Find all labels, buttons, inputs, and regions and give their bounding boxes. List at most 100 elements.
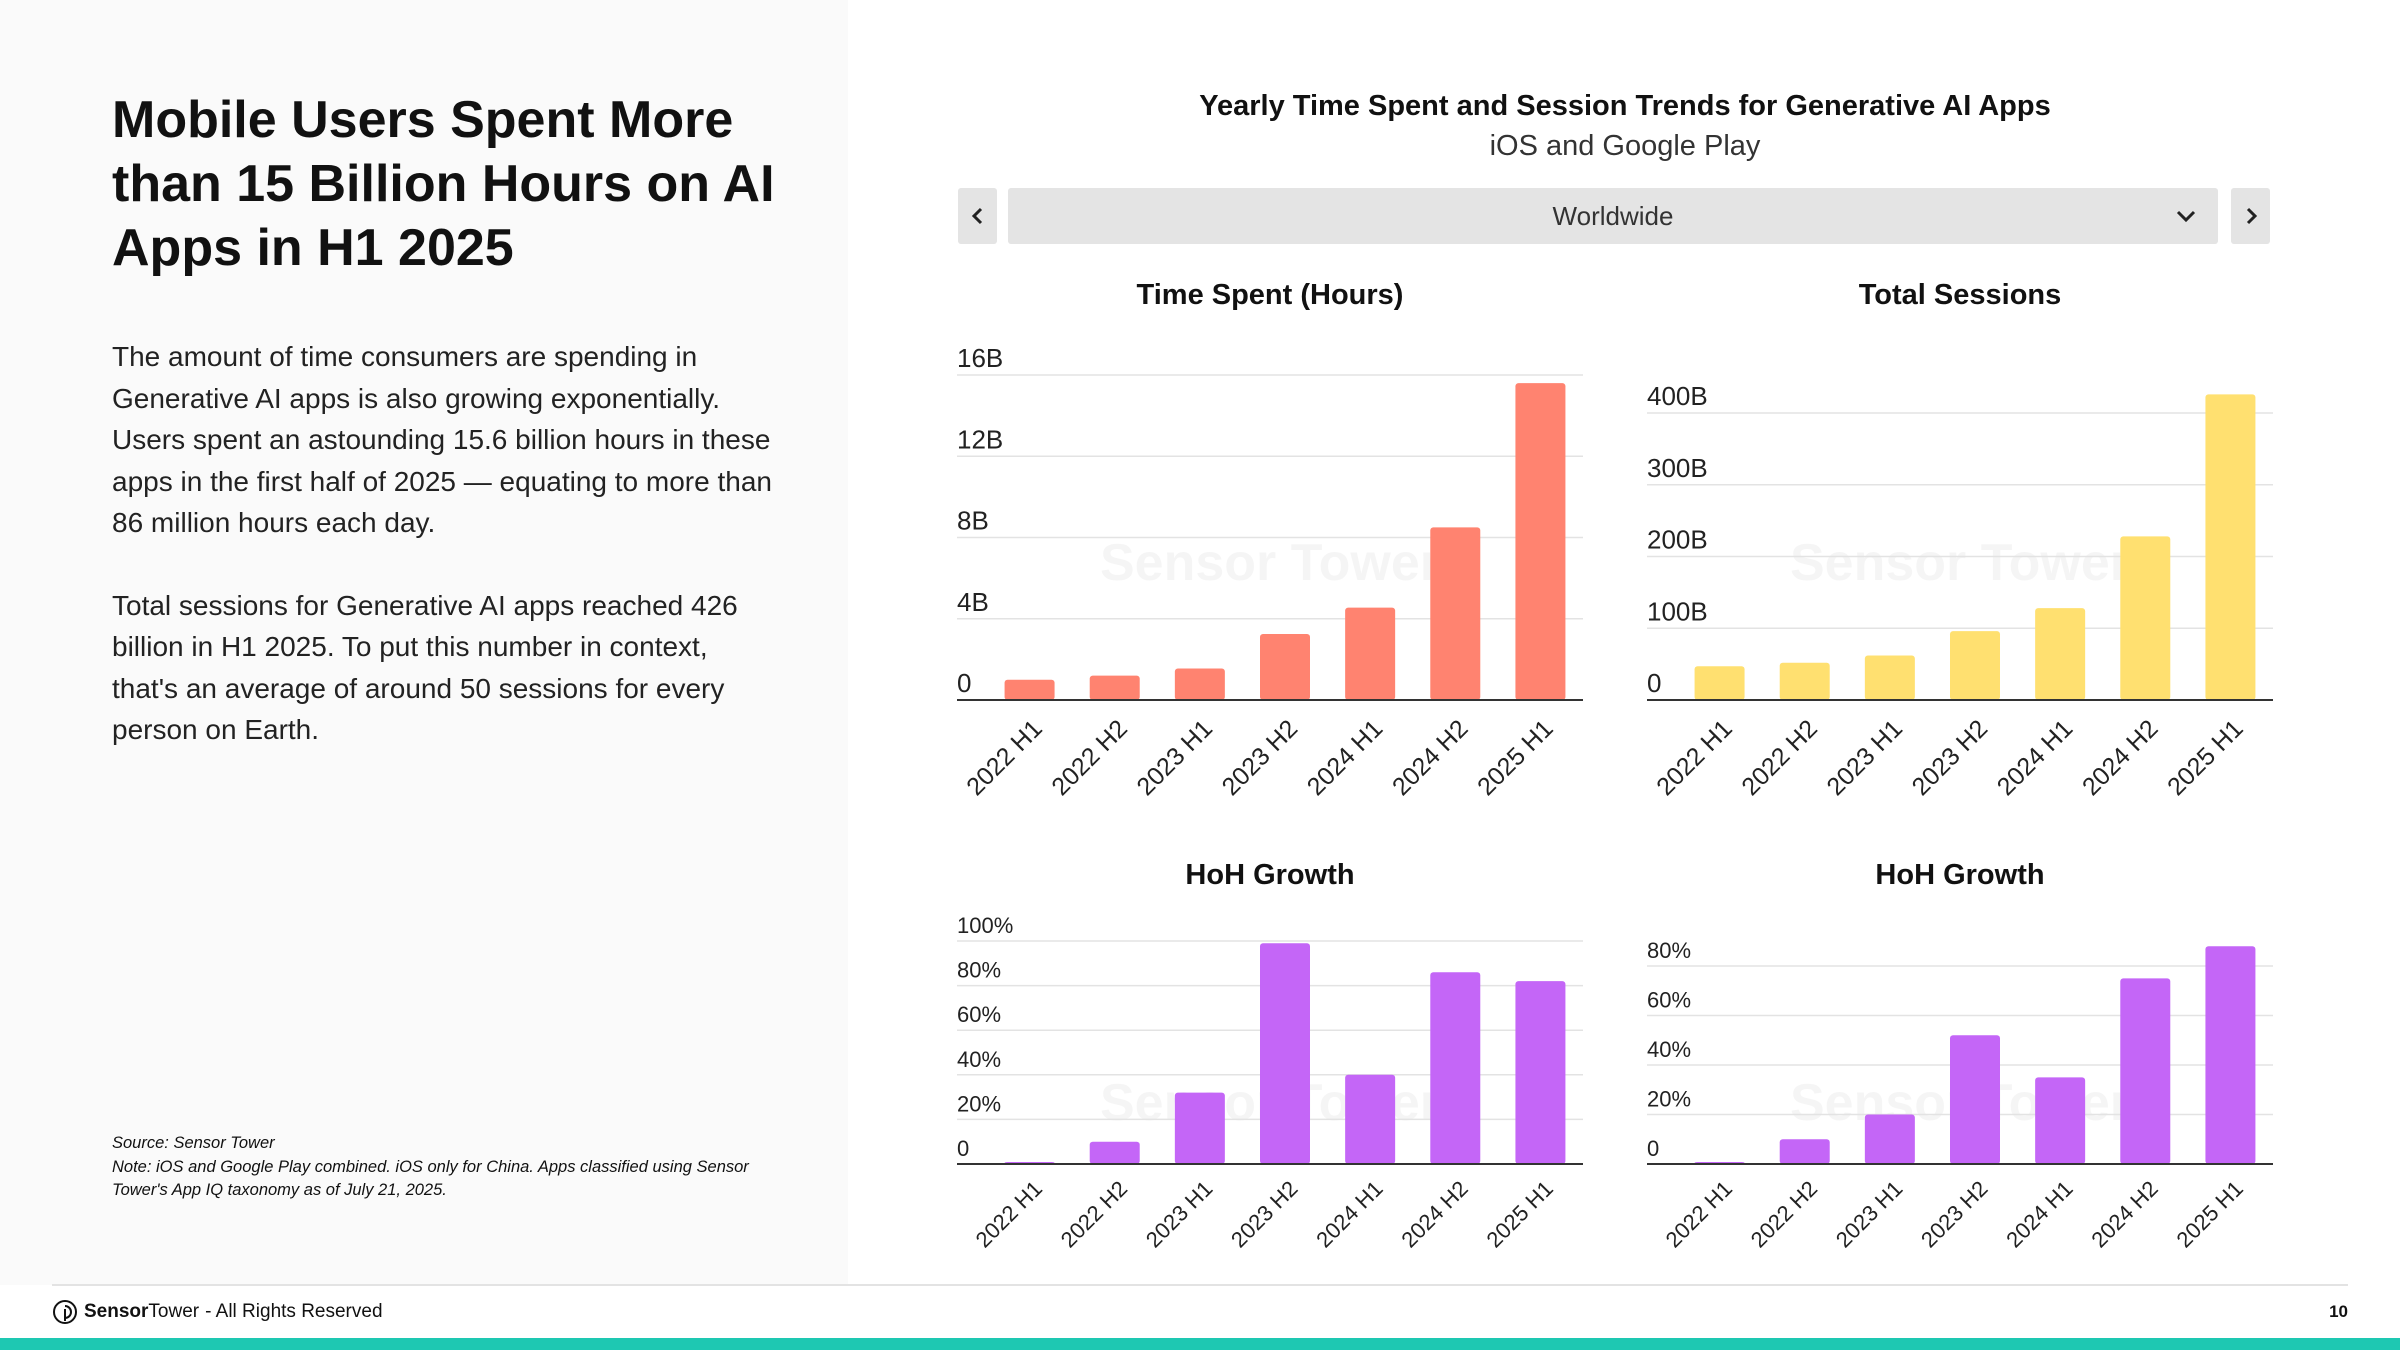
- y-tick-label: 0: [1647, 668, 1661, 698]
- x-tick-label: 2022 H1: [961, 714, 1048, 801]
- chart-title: Total Sessions: [1859, 279, 2062, 311]
- x-tick-label: 2023 H2: [1907, 714, 1994, 801]
- footer-divider: [52, 1284, 2348, 1286]
- x-tick-label: 2023 H2: [1916, 1176, 1993, 1253]
- next-button[interactable]: [2231, 188, 2270, 244]
- bar: [1174, 668, 1225, 700]
- bar: [1694, 666, 1745, 700]
- left-panel: Mobile Users Spent More than 15 Billion …: [0, 0, 848, 1285]
- x-tick-label: 2022 H1: [971, 1176, 1048, 1253]
- accent-bar: [0, 1338, 2400, 1350]
- sensor-tower-logo-icon: [53, 1300, 77, 1324]
- bar: [2120, 536, 2171, 700]
- x-tick-label: 2022 H2: [1046, 714, 1133, 801]
- x-tick-label: 2025 H1: [1472, 714, 1559, 801]
- source-text: Source: Sensor Tower: [112, 1134, 275, 1152]
- y-tick-label: 0: [1647, 1136, 1659, 1161]
- chevron-right-icon: [2246, 207, 2257, 225]
- y-tick-label: 80%: [1647, 938, 1691, 963]
- brand-bold: Sensor: [84, 1301, 149, 1322]
- x-tick-label: 2023 H2: [1226, 1176, 1303, 1253]
- brand-light: Tower: [148, 1301, 200, 1322]
- previous-button[interactable]: [958, 188, 997, 244]
- x-tick-label: 2024 H1: [1992, 714, 2079, 801]
- bar: [2035, 1077, 2086, 1164]
- x-tick-label: 2022 H2: [1056, 1176, 1133, 1253]
- y-tick-label: 60%: [1647, 988, 1691, 1013]
- y-tick-label: 8B: [957, 506, 989, 536]
- x-tick-label: 2025 H1: [2162, 714, 2249, 801]
- chart-title: HoH Growth: [1185, 859, 1354, 891]
- x-tick-label: 2022 H2: [1736, 714, 1823, 801]
- bar: [2205, 394, 2256, 700]
- y-tick-label: 80%: [957, 958, 1001, 983]
- x-tick-label: 2024 H2: [1387, 714, 1474, 801]
- dashboard-subtitle: iOS and Google Play: [1489, 130, 1761, 162]
- bar: [1515, 981, 1566, 1164]
- bar: [1515, 383, 1566, 700]
- bar: [1004, 679, 1055, 700]
- bar: [1950, 631, 2000, 700]
- x-tick-label: 2022 H1: [1661, 1176, 1738, 1253]
- bar: [2205, 946, 2256, 1164]
- bar: [1260, 943, 1310, 1164]
- paragraph-time-spent: The amount of time consumers are spendin…: [112, 341, 772, 538]
- body-text: The amount of time consumers are spendin…: [112, 336, 772, 792]
- y-tick-label: 40%: [957, 1047, 1001, 1072]
- chevron-left-icon: [971, 207, 982, 225]
- y-tick-label: 200B: [1647, 525, 1708, 555]
- y-tick-label: 20%: [957, 1091, 1001, 1116]
- y-tick-label: 0: [957, 1136, 969, 1161]
- paragraph-sessions: Total sessions for Generative AI apps re…: [112, 589, 738, 746]
- x-tick-label: 2022 H2: [1746, 1176, 1823, 1253]
- bar: [1089, 675, 1140, 700]
- watermark-text: Sensor Tower: [1100, 534, 1440, 592]
- y-tick-label: 100B: [1647, 596, 1708, 626]
- dashboard-title: Yearly Time Spent and Session Trends for…: [1199, 90, 2051, 122]
- page-number: 10: [2329, 1302, 2348, 1321]
- y-tick-label: 300B: [1647, 453, 1708, 483]
- hoh-growth-time-chart: HoH GrowthSensor Tower020%40%60%80%100%2…: [957, 859, 1583, 1253]
- bar: [1089, 1141, 1140, 1164]
- region-dropdown[interactable]: Worldwide: [1008, 188, 2218, 244]
- bar: [1864, 1114, 1915, 1164]
- hoh-growth-sessions-chart: HoH GrowthSensor Tower020%40%60%80%2022 …: [1647, 859, 2273, 1253]
- x-tick-label: 2024 H2: [2086, 1176, 2163, 1253]
- bar: [1950, 1035, 2000, 1164]
- source-notes: Source: Sensor Tower Note: iOS and Googl…: [112, 1132, 772, 1203]
- page-title: Mobile Users Spent More than 15 Billion …: [112, 91, 775, 277]
- bar: [1779, 662, 1830, 700]
- region-selected-value: Worldwide: [1552, 200, 1674, 231]
- bar: [1430, 527, 1481, 700]
- footer-brand-name: SensorTower: [84, 1301, 199, 1323]
- bar: [1779, 1139, 1830, 1164]
- x-tick-label: 2023 H1: [1131, 714, 1218, 801]
- x-tick-label: 2024 H2: [2077, 714, 2164, 801]
- bar: [1345, 1074, 1396, 1164]
- y-tick-label: 400B: [1647, 381, 1708, 411]
- total-sessions-chart: Total Sessions Sensor Tower 0 100B 200B 300B 4…: [1647, 279, 2273, 801]
- x-tick-label: 2023 H1: [1141, 1176, 1218, 1253]
- x-tick-label: 2024 H2: [1396, 1176, 1473, 1253]
- chart-title: Time Spent (Hours): [1137, 279, 1404, 311]
- bar: [2035, 608, 2086, 700]
- bar: [2120, 978, 2171, 1164]
- y-tick-label: 12B: [957, 424, 1003, 454]
- x-tick-label: 2024 H1: [2001, 1176, 2078, 1253]
- x-tick-label: 2025 H1: [2171, 1176, 2248, 1253]
- y-tick-label: 0: [957, 668, 971, 698]
- chart-title: HoH Growth: [1875, 859, 2044, 891]
- y-tick-label: 40%: [1647, 1037, 1691, 1062]
- y-tick-label: 100%: [957, 913, 1013, 938]
- bar: [1430, 972, 1481, 1164]
- x-tick-label: 2023 H1: [1831, 1176, 1908, 1253]
- footer-rights: - All Rights Reserved: [205, 1301, 383, 1322]
- x-tick-label: 2023 H2: [1217, 714, 1304, 801]
- time-spent-chart: Time Spent (Hours) Sensor Tower 0 4B 8B 12B 16…: [957, 279, 1583, 801]
- x-tick-label: 2024 H1: [1311, 1176, 1388, 1253]
- bar: [1174, 1092, 1225, 1164]
- bar: [1864, 655, 1915, 700]
- x-tick-label: 2023 H1: [1821, 714, 1908, 801]
- footer-brand: SensorTower - All Rights Reserved: [52, 1299, 383, 1325]
- x-tick-label: 2025 H1: [1481, 1176, 1558, 1253]
